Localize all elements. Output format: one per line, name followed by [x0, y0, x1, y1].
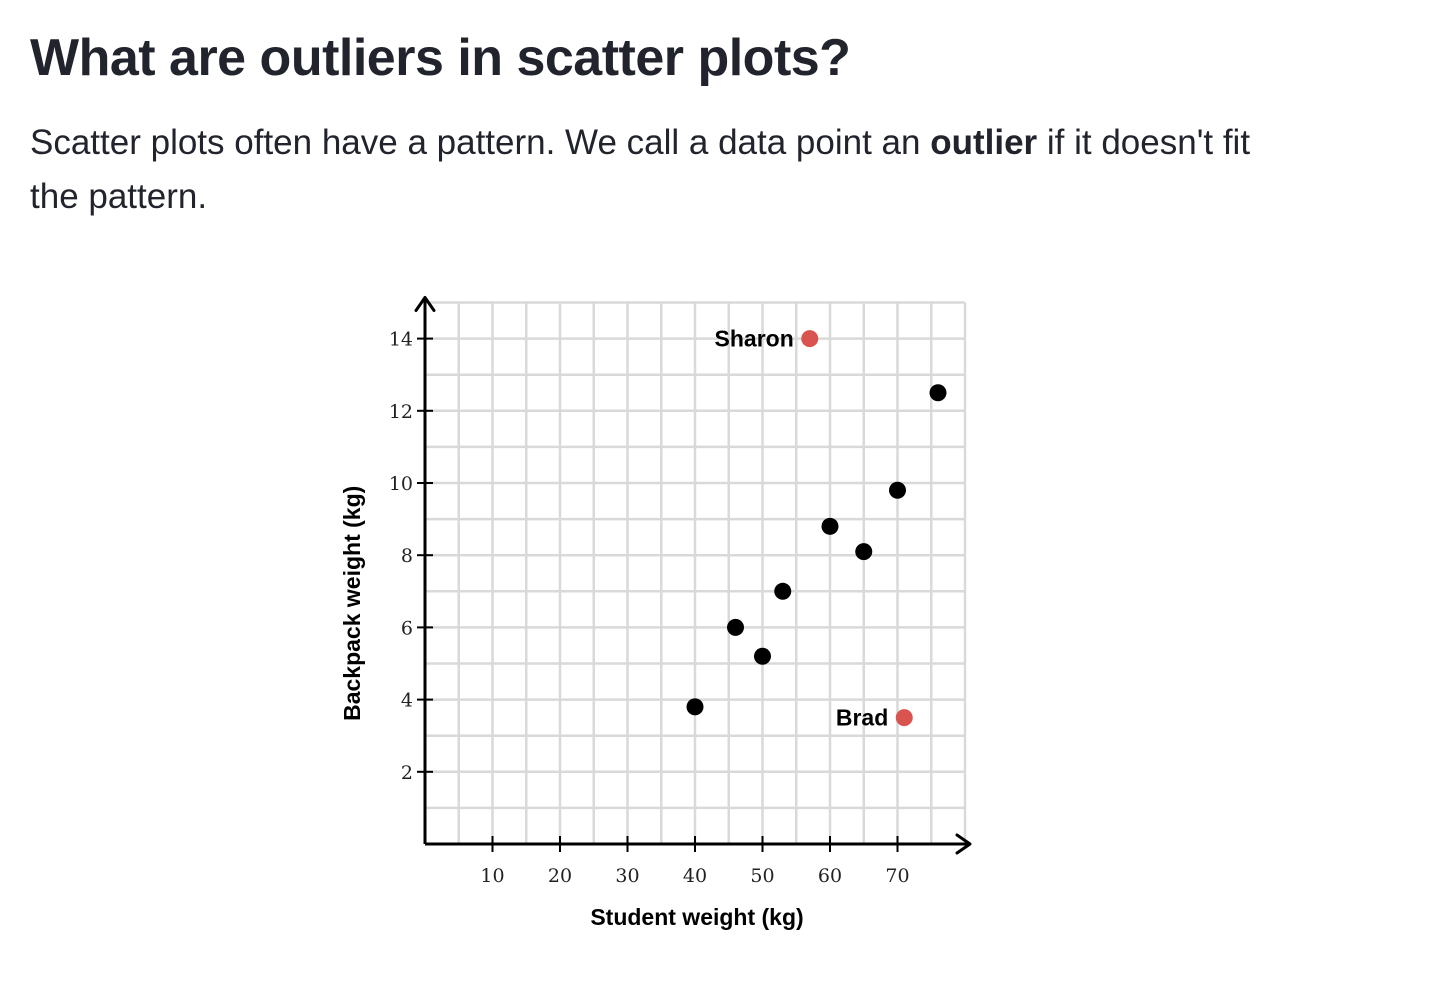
scatter-plot: 10 20 30 40 50 60 70 2 4 6 8 10 12 14 Sharon Brad Stud… — [339, 296, 972, 930]
outlier-term: outlier — [930, 123, 1038, 162]
y-tick-label: 8 — [401, 545, 413, 567]
data-point — [929, 384, 947, 402]
x-tick-label: 30 — [615, 865, 639, 887]
x-axis-title: Student weight (kg) — [590, 904, 803, 930]
scatter-plot-figure: 10 20 30 40 50 60 70 2 4 6 8 10 12 14 Sharon Brad Stud… — [330, 290, 990, 950]
data-point — [855, 543, 873, 561]
data-point — [754, 647, 771, 665]
ticks: 10 20 30 40 50 60 70 2 4 6 8 10 12 14 — [389, 329, 910, 887]
y-axis-arrow-icon — [414, 296, 436, 312]
x-tick-label: 50 — [750, 865, 774, 887]
outlier-point — [895, 709, 913, 727]
data-point — [821, 517, 839, 535]
y-tick-label: 6 — [401, 617, 413, 639]
x-tick-label: 10 — [480, 865, 504, 887]
outlier-label: Sharon — [715, 326, 794, 352]
x-tick-label: 40 — [683, 865, 707, 887]
intro-paragraph: Scatter plots often have a pattern. We c… — [30, 116, 1260, 224]
intro-text-start: Scatter plots often have a pattern. We c… — [30, 123, 931, 162]
data-point — [889, 481, 906, 499]
y-tick-label: 14 — [389, 329, 413, 351]
y-tick-label: 4 — [401, 690, 413, 712]
y-tick-label: 12 — [389, 401, 413, 423]
outlier-label: Brad — [836, 705, 888, 731]
data-point — [727, 618, 744, 636]
intro-text-end: if it doesn't fit the pattern. — [30, 123, 1251, 216]
data-point — [774, 582, 792, 600]
page-title: What are outliers in scatter plots? — [30, 29, 851, 87]
y-tick-label: 2 — [401, 762, 413, 784]
outlier-point — [801, 330, 819, 348]
y-axis-title: Backpack weight (kg) — [339, 486, 365, 721]
data-point — [686, 698, 704, 716]
x-tick-label: 60 — [818, 865, 842, 887]
axes — [414, 296, 972, 855]
grid — [425, 301, 967, 844]
x-tick-label: 70 — [885, 865, 909, 887]
x-axis-arrow-icon — [955, 833, 972, 855]
y-tick-label: 10 — [389, 473, 413, 495]
data-points: Sharon Brad — [686, 326, 947, 731]
x-tick-label: 20 — [548, 865, 572, 887]
